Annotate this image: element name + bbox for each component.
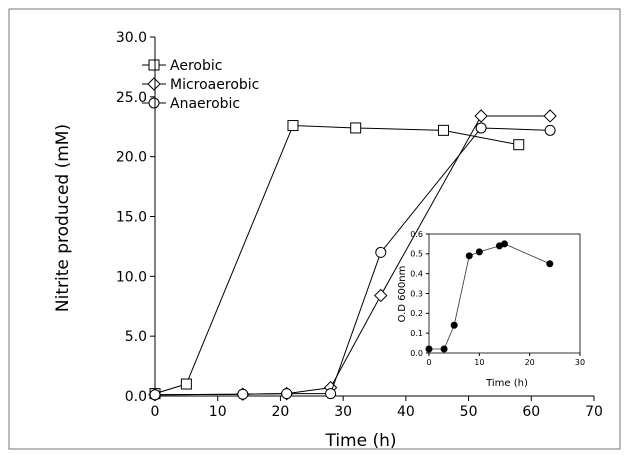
main-y-tick-label: 20.0: [116, 150, 147, 166]
main-point-microaerobic: [474, 109, 488, 123]
legend-marker-anaerobic: [148, 97, 160, 109]
main-x-tick-label: 20: [272, 404, 290, 420]
main-x-axis-label: Time (h): [324, 431, 396, 451]
main-point-anaerobic: [281, 388, 293, 400]
inset-point-series-0: [425, 345, 433, 353]
inset-y-tick-label: 0.5: [410, 250, 423, 259]
main-y-tick-label: 25.0: [116, 90, 147, 106]
main-point-anaerobic: [237, 388, 249, 400]
main-point-aerobic: [287, 120, 299, 132]
main-y-tick-label: 15.0: [116, 210, 147, 226]
inset-point-series-0: [546, 260, 554, 268]
main-x-tick-label: 40: [397, 404, 415, 420]
inset-x-axis-label: Time (h): [485, 378, 528, 389]
figure-border: [8, 8, 621, 450]
legend: Aerobic Microaerobic Anaerobic: [142, 58, 259, 112]
main-point-microaerobic: [543, 109, 557, 123]
inset-x-tick-label: 30: [575, 358, 585, 367]
main-point-microaerobic: [374, 288, 388, 303]
legend-label-microaerobic: Microaerobic: [170, 77, 259, 93]
main-point-anaerobic: [544, 124, 556, 136]
inset-x-tick-label: 0: [426, 358, 431, 367]
inset-point-series-0: [475, 248, 483, 256]
main-x-tick-label: 60: [522, 404, 540, 420]
main-point-anaerobic: [325, 388, 337, 400]
main-point-aerobic: [350, 122, 362, 134]
inset-y-tick-label: 0.1: [410, 329, 423, 338]
inset-y-axis-label: O.D 600nm: [397, 266, 408, 323]
inset-y-tick-label: 0.0: [410, 349, 423, 358]
inset-x-tick-label: 10: [474, 358, 484, 367]
main-x-tick-label: 0: [151, 404, 160, 420]
main-point-aerobic: [437, 124, 449, 136]
inset-point-series-0: [450, 321, 458, 329]
legend-label-anaerobic: Anaerobic: [170, 96, 240, 112]
inset-plot-area: [428, 233, 581, 354]
inset-point-series-0: [465, 252, 473, 260]
inset-point-series-0: [501, 240, 508, 248]
main-point-aerobic: [180, 378, 192, 390]
main-point-anaerobic: [149, 389, 161, 401]
main-point-anaerobic: [375, 246, 387, 258]
legend-marker-microaerobic: [147, 77, 161, 91]
main-y-axis-label: Nitrite produced (mM): [53, 124, 73, 312]
main-y-tick-label: 10.0: [116, 269, 147, 285]
main-x-tick-label: 70: [585, 404, 603, 420]
legend-label-aerobic: Aerobic: [170, 58, 222, 74]
inset-y-tick-label: 0.2: [410, 309, 423, 318]
main-y-tick-label: 0.0: [125, 389, 147, 405]
main-y-tick-label: 5.0: [125, 329, 147, 345]
main-y-tick-label: 30.0: [116, 30, 147, 46]
inset-y-tick-label: 0.4: [410, 270, 423, 279]
main-x-tick-label: 50: [460, 404, 478, 420]
legend-marker-aerobic: [148, 59, 160, 71]
inset-point-series-0: [440, 345, 448, 353]
main-x-tick-label: 30: [334, 404, 352, 420]
main-point-aerobic: [513, 139, 525, 151]
inset-y-tick-label: 0.6: [410, 230, 423, 239]
inset-x-tick-label: 20: [525, 358, 535, 367]
main-x-tick-label: 10: [209, 404, 227, 420]
main-point-anaerobic: [475, 122, 487, 134]
inset-y-tick-label: 0.3: [410, 289, 423, 298]
